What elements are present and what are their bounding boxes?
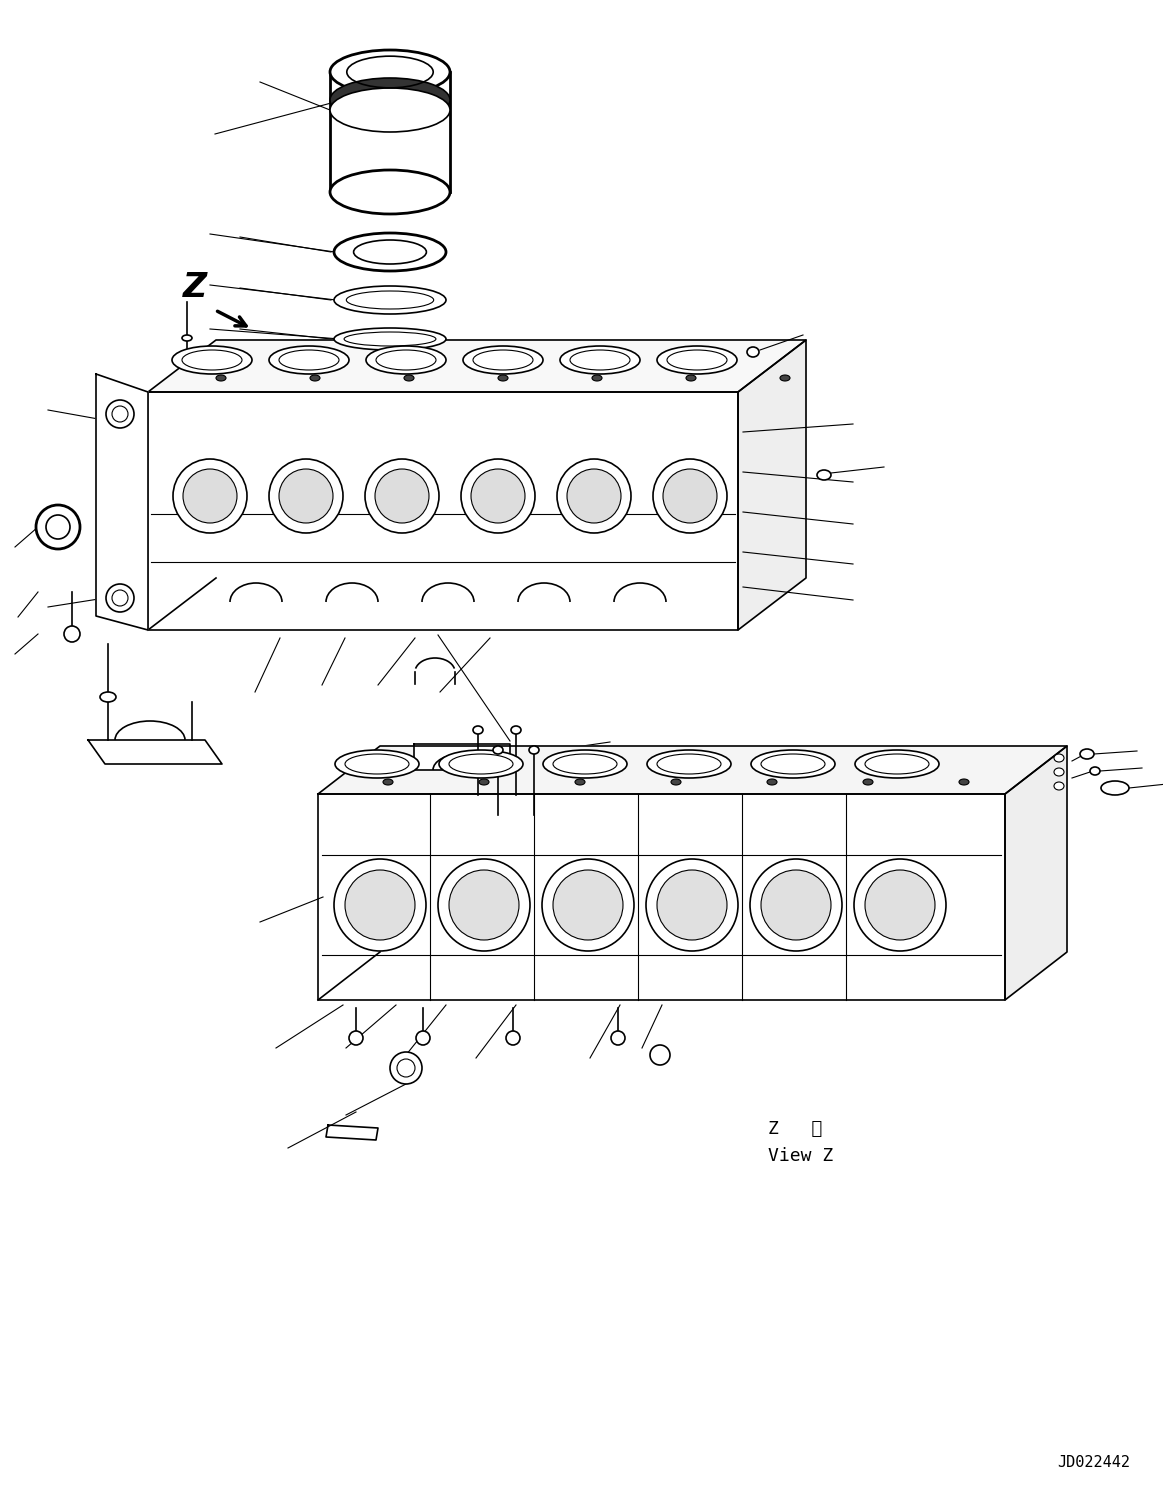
- Ellipse shape: [493, 746, 504, 753]
- Ellipse shape: [390, 1052, 422, 1085]
- Ellipse shape: [780, 374, 790, 380]
- Ellipse shape: [650, 1044, 670, 1065]
- Ellipse shape: [686, 374, 695, 380]
- Ellipse shape: [1080, 749, 1094, 759]
- Ellipse shape: [863, 779, 873, 785]
- Ellipse shape: [1054, 768, 1064, 776]
- Ellipse shape: [1101, 780, 1129, 795]
- Ellipse shape: [438, 750, 523, 777]
- Ellipse shape: [671, 779, 682, 785]
- Polygon shape: [97, 374, 148, 630]
- Ellipse shape: [506, 1031, 520, 1044]
- Circle shape: [552, 870, 623, 940]
- Circle shape: [557, 460, 632, 533]
- Circle shape: [365, 460, 438, 533]
- Ellipse shape: [768, 779, 777, 785]
- Polygon shape: [148, 340, 806, 392]
- Circle shape: [652, 460, 727, 533]
- Ellipse shape: [100, 692, 116, 703]
- Ellipse shape: [657, 346, 737, 374]
- Polygon shape: [739, 340, 806, 630]
- Circle shape: [663, 468, 718, 524]
- Ellipse shape: [334, 328, 445, 351]
- Polygon shape: [1005, 746, 1066, 1000]
- Ellipse shape: [416, 1031, 430, 1044]
- Ellipse shape: [816, 470, 832, 480]
- Ellipse shape: [575, 779, 585, 785]
- Ellipse shape: [592, 374, 602, 380]
- Ellipse shape: [366, 346, 445, 374]
- Ellipse shape: [747, 348, 759, 357]
- Circle shape: [449, 870, 519, 940]
- Polygon shape: [317, 746, 1066, 794]
- Ellipse shape: [1054, 753, 1064, 762]
- Ellipse shape: [855, 750, 939, 777]
- Ellipse shape: [611, 1031, 625, 1044]
- Ellipse shape: [181, 336, 192, 342]
- Polygon shape: [317, 794, 1005, 1000]
- Circle shape: [461, 460, 535, 533]
- Circle shape: [750, 859, 842, 950]
- Circle shape: [374, 468, 429, 524]
- Circle shape: [645, 859, 739, 950]
- Text: View Z: View Z: [768, 1147, 833, 1165]
- Circle shape: [865, 870, 935, 940]
- Ellipse shape: [463, 346, 543, 374]
- Ellipse shape: [1054, 782, 1064, 789]
- Text: Z   視: Z 視: [768, 1120, 822, 1138]
- Ellipse shape: [330, 88, 450, 131]
- Ellipse shape: [561, 346, 640, 374]
- Ellipse shape: [334, 233, 445, 272]
- Ellipse shape: [330, 170, 450, 213]
- Circle shape: [334, 859, 426, 950]
- Ellipse shape: [334, 286, 445, 313]
- Ellipse shape: [269, 346, 349, 374]
- Circle shape: [183, 468, 237, 524]
- Ellipse shape: [64, 627, 80, 642]
- Ellipse shape: [404, 374, 414, 380]
- Circle shape: [471, 468, 525, 524]
- Circle shape: [657, 870, 727, 940]
- Ellipse shape: [479, 779, 488, 785]
- Circle shape: [173, 460, 247, 533]
- Ellipse shape: [959, 779, 969, 785]
- Ellipse shape: [311, 374, 320, 380]
- Ellipse shape: [751, 750, 835, 777]
- Circle shape: [854, 859, 946, 950]
- Ellipse shape: [473, 727, 483, 734]
- Text: JD022442: JD022442: [1057, 1455, 1130, 1470]
- Ellipse shape: [172, 346, 252, 374]
- Ellipse shape: [335, 750, 419, 777]
- Ellipse shape: [511, 727, 521, 734]
- Ellipse shape: [216, 374, 226, 380]
- Ellipse shape: [647, 750, 732, 777]
- Ellipse shape: [1090, 767, 1100, 774]
- Ellipse shape: [383, 779, 393, 785]
- Ellipse shape: [498, 374, 508, 380]
- Ellipse shape: [529, 746, 538, 753]
- Polygon shape: [88, 740, 222, 764]
- Polygon shape: [148, 392, 739, 630]
- Ellipse shape: [36, 504, 80, 549]
- Ellipse shape: [106, 583, 134, 612]
- Polygon shape: [414, 745, 511, 770]
- Circle shape: [438, 859, 530, 950]
- Ellipse shape: [330, 78, 450, 122]
- Circle shape: [345, 870, 415, 940]
- Circle shape: [761, 870, 832, 940]
- Circle shape: [542, 859, 634, 950]
- Ellipse shape: [106, 400, 134, 428]
- Text: Z: Z: [183, 272, 207, 304]
- Circle shape: [568, 468, 621, 524]
- Circle shape: [269, 460, 343, 533]
- Ellipse shape: [349, 1031, 363, 1044]
- Ellipse shape: [543, 750, 627, 777]
- Ellipse shape: [330, 51, 450, 94]
- Circle shape: [279, 468, 333, 524]
